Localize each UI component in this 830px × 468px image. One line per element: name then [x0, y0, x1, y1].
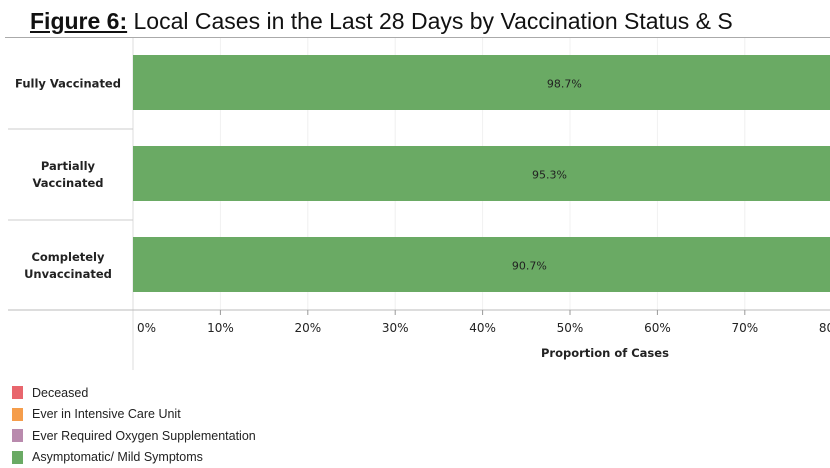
x-axis-title: Proportion of Cases: [541, 346, 669, 360]
category-label: Partially: [41, 159, 96, 173]
x-tick-label: 50%: [557, 321, 584, 335]
legend-label: Asymptomatic/ Mild Symptoms: [32, 450, 203, 465]
category-label: Fully Vaccinated: [15, 77, 121, 91]
legend-item: Asymptomatic/ Mild Symptoms: [12, 447, 256, 468]
title-text: Local Cases in the Last 28 Days by Vacci…: [133, 8, 733, 34]
category-label: Vaccinated: [32, 176, 103, 190]
bar: [133, 237, 830, 292]
title-divider: [5, 37, 830, 38]
legend-item: Ever in Intensive Care Unit: [12, 404, 256, 426]
figure-number: Figure 6:: [30, 8, 128, 34]
x-tick-label: 30%: [382, 321, 409, 335]
legend-label: Deceased: [32, 385, 89, 400]
legend-item: Ever Required Oxygen Supplementation: [12, 425, 256, 447]
legend-swatch: [12, 407, 23, 421]
legend: Deceased Ever in Intensive Care Unit Ever …: [12, 382, 256, 468]
data-label: 95.3%: [532, 169, 567, 182]
x-tick-label: 10%: [207, 321, 234, 335]
legend-item: Deceased: [12, 382, 256, 404]
chart-title: Figure 6: Local Cases in the Last 28 Day…: [30, 8, 733, 35]
x-tick-label: 40%: [469, 321, 496, 335]
legend-swatch: [12, 450, 23, 464]
legend-label: Ever in Intensive Care Unit: [32, 407, 181, 422]
data-label: 90.7%: [512, 260, 547, 273]
legend-swatch: [12, 429, 23, 443]
category-label: Unvaccinated: [24, 267, 112, 281]
x-tick-label: 60%: [644, 321, 671, 335]
bar: [133, 55, 830, 110]
x-tick-label: 0%: [137, 321, 156, 335]
data-label: 98.7%: [547, 78, 582, 91]
category-label: Completely: [31, 250, 105, 264]
x-tick-label: 70%: [731, 321, 758, 335]
bar: [133, 146, 830, 201]
legend-label: Ever Required Oxygen Supplementation: [32, 428, 256, 443]
legend-swatch: [12, 386, 23, 400]
x-tick-label: 80%: [819, 321, 830, 335]
x-tick-label: 20%: [294, 321, 321, 335]
